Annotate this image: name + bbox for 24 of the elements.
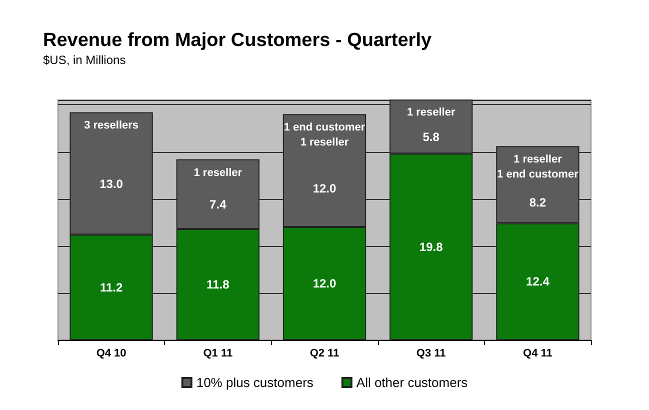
annotation: 3 resellers (84, 120, 139, 132)
annotation: 1 end customer 1 reseller (284, 122, 366, 149)
data-label: 11.8 (206, 277, 230, 292)
annotation: 1 reseller (194, 166, 243, 179)
data-label: 19.8 (419, 240, 444, 254)
legend-label: All other customers (356, 375, 468, 390)
x-tick-label: Q1 11 (203, 348, 233, 360)
x-tick-label: Q4 10 (96, 348, 126, 360)
data-label: 11.2 (100, 280, 123, 294)
data-label: 12.0 (312, 276, 336, 291)
data-label: 12.0 (312, 182, 336, 196)
data-label: 8.2 (529, 196, 546, 210)
annotation: 1 reseller (406, 106, 456, 119)
legend-label: 10% plus customers (196, 375, 314, 390)
data-label: 12.4 (526, 274, 550, 289)
annotation: 1 reseller 1 end customer (497, 154, 580, 181)
chart-subtitle: $US, in Millions (43, 53, 126, 67)
chart-title: Revenue from Major Customers - Quarterly (43, 30, 432, 51)
x-tick-label: Q2 11 (310, 348, 340, 360)
data-label: 7.4 (210, 198, 227, 212)
x-tick-label: Q4 11 (523, 348, 552, 360)
data-label: 13.0 (100, 176, 124, 191)
x-tick-label: Q3 11 (416, 348, 446, 360)
data-label: 5.8 (422, 130, 440, 144)
